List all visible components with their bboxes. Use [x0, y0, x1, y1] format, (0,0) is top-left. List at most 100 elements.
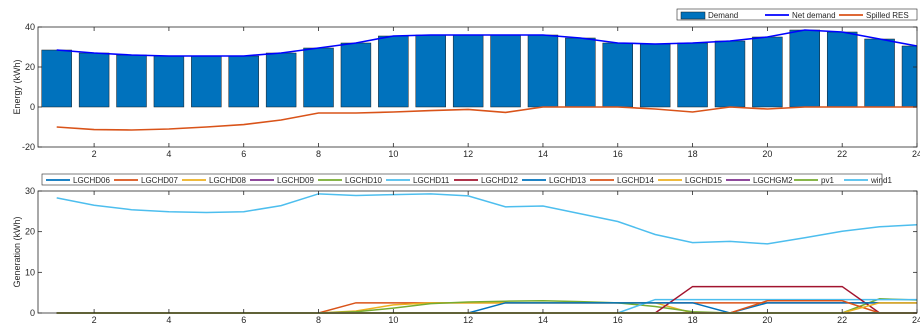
demand-bar: [78, 52, 110, 108]
generation-legend-item-lgchd06: LGCHD06: [46, 176, 110, 185]
generation-legend-label: wind1: [870, 176, 892, 185]
demand-bar: [826, 31, 858, 108]
energy-lines: [56, 29, 918, 131]
generation-legend-item-lgchd08: LGCHD08: [182, 176, 246, 185]
generation-legend-item-lgchd11: LGCHD11: [386, 176, 450, 185]
generation-x-tick-label: 24: [912, 315, 920, 325]
demand-bar: [415, 34, 446, 108]
energy-legend-item-net-demand: Net demand: [765, 11, 836, 20]
generation-legend-label: LGCHD10: [345, 176, 382, 185]
energy-x-tick-label: 16: [613, 149, 623, 159]
energy-legend-label: Net demand: [792, 11, 836, 20]
generation-legend-item-lgchd09: LGCHD09: [250, 176, 314, 185]
demand-bar: [714, 40, 746, 108]
generation-legend-item-wind1: wind1: [844, 176, 892, 185]
energy-x-tick-label: 18: [688, 149, 698, 159]
generation-y-tick-label: 20: [25, 227, 35, 237]
generation-x-tick-label: 6: [241, 315, 246, 325]
demand-bar: [228, 55, 259, 108]
demand-bar: [41, 49, 72, 108]
generation-legend-label: LGCHD08: [209, 176, 246, 185]
generation-legend-item-lgchd15: LGCHD15: [658, 176, 722, 185]
generation-legend-label: LGCHD09: [277, 176, 314, 185]
energy-x-tick-label: 12: [463, 149, 473, 159]
generation-legend-item-lgchd10: LGCHD10: [318, 176, 382, 185]
energy-x-tick-label: 8: [316, 149, 321, 159]
generation-x-tick-label: 14: [538, 315, 548, 325]
generation-x-tick-label: 16: [613, 315, 623, 325]
energy-legend-item-spilled-res: Spilled RES: [839, 11, 909, 20]
energy-x-tick-label: 4: [166, 149, 171, 159]
generation-legend-item-lgchgm2: LGCHGM2: [726, 176, 793, 185]
demand-bar: [789, 29, 820, 108]
energy-axes-box: [37, 26, 918, 148]
generation-x-tick-label: 4: [166, 315, 171, 325]
generation-legend-item-lgchd07: LGCHD07: [114, 176, 178, 185]
demand-bar: [490, 34, 521, 108]
demand-bar: [527, 34, 559, 108]
generation-x-tick-label: 20: [762, 315, 772, 325]
generation-x-tick-label: 18: [688, 315, 698, 325]
generation-x-tick-label: 22: [837, 315, 847, 325]
demand-bar: [116, 54, 147, 108]
energy-x-tick-label: 6: [241, 149, 246, 159]
energy-x-tick-label: 10: [388, 149, 398, 159]
demand-bar: [452, 34, 484, 108]
demand-bar: [677, 42, 708, 108]
generation-x-tick-label: 12: [463, 315, 473, 325]
generation-legend-item-lgchd12: LGCHD12: [454, 176, 518, 185]
energy-x-tick-label: 2: [92, 149, 97, 159]
demand-bar: [153, 55, 185, 108]
demand-bar: [901, 45, 918, 108]
energy-legend-label: Spilled RES: [866, 11, 909, 20]
demand-bar: [565, 37, 596, 108]
demand-bar: [191, 55, 222, 108]
generation-y-tick-label: 0: [30, 308, 35, 318]
energy-x-tick-label: 20: [762, 149, 772, 159]
generation-legend: LGCHD06 LGCHD07 LGCHD08 LGCHD09 LGCHD10 LGCHD…: [41, 173, 892, 186]
energy-x-tick-label: 24: [912, 149, 920, 159]
net-demand-line: [56, 29, 918, 57]
generation-legend-label: LGCHD12: [481, 176, 518, 185]
demand-bar: [303, 47, 334, 108]
energy-x-tick-label: 14: [538, 149, 548, 159]
generation-legend-item-lgchd13: LGCHD13: [522, 176, 586, 185]
energy-legend-item-demand: Demand: [680, 11, 738, 20]
generation-legend-item-lgchd14: LGCHD14: [590, 176, 654, 185]
generation-legend-label: LGCHD13: [549, 176, 586, 185]
generation-legend-label: LGCHGM2: [753, 176, 793, 185]
energy-x-tick-label: 22: [837, 149, 847, 159]
demand-bars: [41, 29, 918, 108]
generation-axes-box: [37, 190, 918, 314]
generation-legend-label: LGCHD07: [141, 176, 178, 185]
demand-bar: [639, 43, 671, 108]
generation-legend-label: LGCHD11: [413, 176, 450, 185]
demand-bar: [864, 38, 895, 108]
energy-legend-label: Demand: [708, 11, 738, 20]
energy-y-tick-label: 20: [25, 62, 35, 72]
spilled-res-line: [56, 106, 917, 131]
generation-x-tick-label: 8: [316, 315, 321, 325]
demand-bar: [265, 52, 297, 108]
demand-bar: [340, 42, 372, 108]
demand-bar: [378, 35, 409, 108]
generation-y-axis-label: Generation (kWh): [12, 216, 22, 287]
generation-legend-label: LGCHD06: [73, 176, 110, 185]
energy-y-tick-label: 40: [25, 22, 35, 32]
energy-y-tick-label: 0: [30, 102, 35, 112]
generation-x-tick-label: 10: [388, 315, 398, 325]
generation-y-tick-label: 10: [25, 267, 35, 277]
generation-legend-label: LGCHD14: [617, 176, 654, 185]
generation-legend-item-pv1: pv1: [794, 176, 834, 185]
energy-y-tick-label: -20: [22, 142, 35, 152]
generation-legend-label: pv1: [821, 176, 834, 185]
generation-x-tick-label: 2: [92, 315, 97, 325]
energy-legend-box: [676, 8, 918, 21]
wind1-line: [56, 193, 918, 245]
energy-y-axis-label: Energy (kWh): [12, 59, 22, 114]
